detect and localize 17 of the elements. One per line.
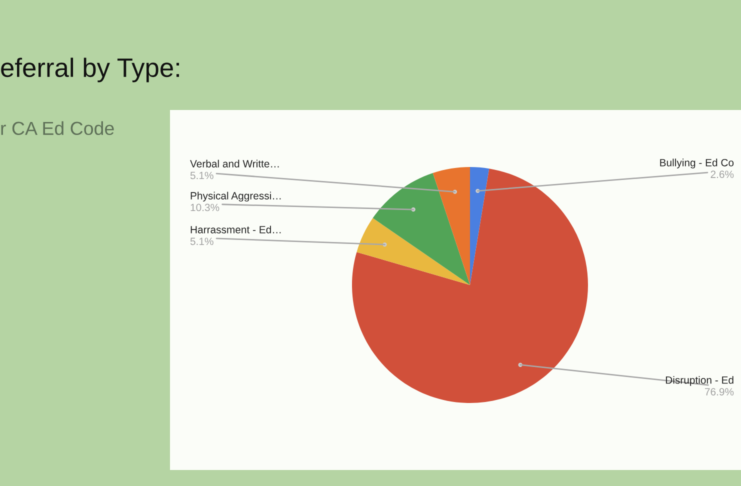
slice-label: Bullying - Ed Co	[660, 158, 734, 168]
slice-label: Harrassment - Ed…	[190, 226, 281, 234]
data-label: 10.3%	[190, 204, 220, 212]
data-label: 5.1%	[190, 238, 214, 246]
slice-label: Disruption - Ed	[666, 376, 734, 386]
data-label: 2.6%	[710, 170, 734, 178]
chart-title: eferral by Type:	[1, 58, 180, 82]
chart-subtitle: r CA Ed Code	[1, 121, 114, 136]
pie-slice	[432, 167, 470, 285]
pie-slice	[356, 218, 470, 285]
slice-label: Physical Aggressi…	[190, 192, 281, 202]
data-label: 5.1%	[190, 172, 214, 180]
pie-slice	[470, 167, 490, 285]
data-label: 76.9%	[705, 388, 734, 396]
pie-slice	[352, 168, 588, 403]
pie-slice	[372, 173, 470, 285]
slice-label: Verbal and Writte…	[190, 160, 279, 168]
